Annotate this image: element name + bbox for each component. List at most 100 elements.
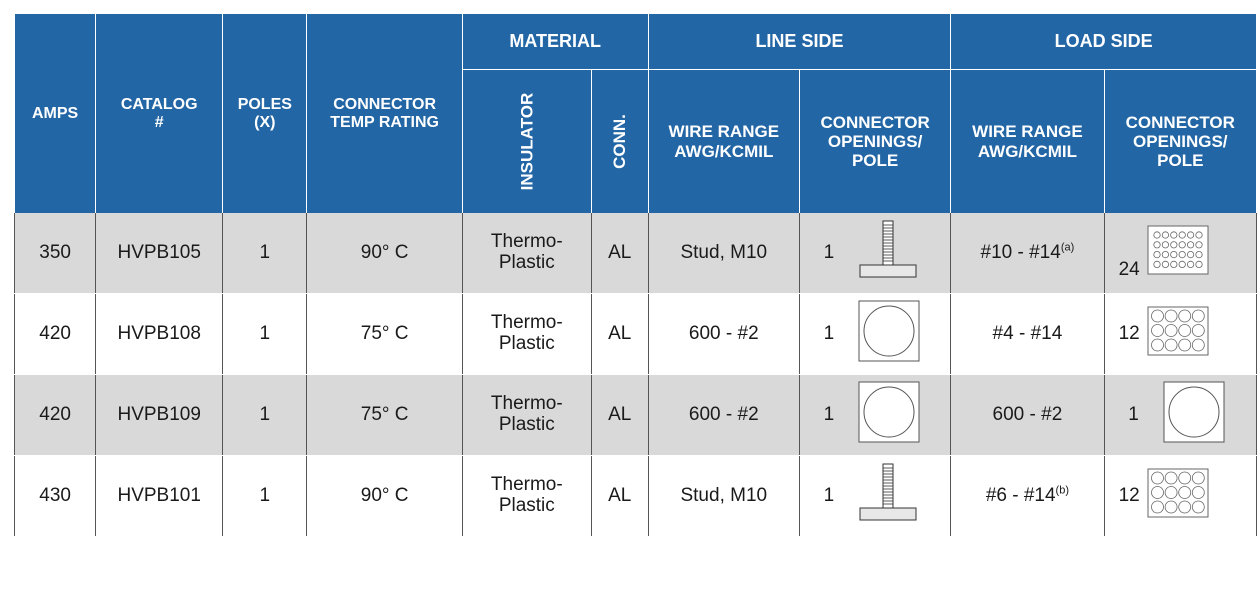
stud-icon (858, 219, 918, 287)
table-row: 420 HVPB108 1 75° C Thermo- Plastic AL 60… (13, 293, 1258, 375)
line-openings-value: 1 (823, 485, 835, 506)
insulator-cell: Thermo- Plastic (461, 293, 592, 375)
poles-cell: 1 (222, 213, 308, 294)
catalog-cell: HVPB101 (95, 455, 224, 537)
insulator-cell: Thermo- Plastic (461, 213, 592, 294)
header-group-material: MATERIAL (461, 14, 649, 70)
header-group-line-side: LINE SIDE (647, 14, 952, 70)
multi-port-12-icon (1147, 468, 1209, 524)
port-opening (1150, 324, 1164, 337)
table-row: 420 HVPB109 1 75° C Thermo- Plastic AL 60… (13, 374, 1258, 456)
header-group-load-side: LOAD SIDE (950, 14, 1257, 70)
header-line-wire-range: WIRE RANGE AWG/kcmil (647, 69, 800, 213)
insulator-cell: Thermo- Plastic (461, 455, 592, 537)
conn-cell: AL (590, 293, 649, 375)
load-openings-cell: 12 (1103, 293, 1258, 375)
port-opening (1150, 500, 1164, 514)
port-opening (1150, 486, 1164, 499)
port-opening (1164, 309, 1178, 323)
load-openings-value: 12 (1118, 323, 1140, 344)
header-load-connector-openings: CONNECTOR OPENINGS/ POLE (1103, 69, 1258, 213)
port-opening (1161, 241, 1169, 249)
poles-cell: 1 (222, 374, 308, 456)
insulator-cell: Thermo- Plastic (461, 374, 592, 456)
header-line-connector-openings: CONNECTOR OPENINGS/ POLE (798, 69, 952, 213)
load-openings-value: 1 (1128, 404, 1139, 425)
load-wire-cell: 600 - #2 (950, 374, 1105, 456)
catalog-cell: HVPB109 (95, 374, 224, 456)
conn-cell: AL (590, 455, 649, 537)
port-opening (1194, 250, 1203, 259)
line-openings-value: 1 (823, 323, 835, 344)
amps-cell: 430 (13, 455, 97, 537)
load-wire-cell: #6 - #14(b) (950, 455, 1105, 537)
header-catalog: CATALOG # (95, 14, 224, 213)
port-opening (1161, 250, 1169, 259)
port-opening (1194, 241, 1203, 249)
port-opening (1177, 324, 1191, 337)
table-row: 430 HVPB101 1 90° C Thermo- Plastic AL St… (13, 455, 1258, 537)
temp-cell: 90° C (306, 213, 463, 294)
port-opening (1169, 250, 1177, 259)
port-opening (1191, 486, 1205, 499)
load-wire-cell: #10 - #14(a) (950, 213, 1105, 294)
load-openings-value: 24 (1118, 259, 1140, 280)
line-openings-cell: 1 (798, 293, 952, 375)
amps-cell: 420 (13, 374, 97, 456)
conn-cell: AL (590, 213, 649, 294)
port-opening (1150, 309, 1164, 323)
port-opening (1191, 324, 1205, 337)
port-opening (1191, 500, 1205, 514)
poles-cell: 1 (222, 293, 308, 375)
header-connector-temp-rating: CONNECTOR TEMP RATING (306, 14, 463, 213)
catalog-cell: HVPB108 (95, 293, 224, 375)
stud-icon (858, 462, 918, 530)
port-opening (1186, 241, 1194, 249)
conn-cell: AL (590, 374, 649, 456)
line-wire-cell: 600 - #2 (647, 374, 800, 456)
port-opening (1152, 260, 1161, 269)
port-opening (1177, 486, 1191, 499)
port-opening (1186, 231, 1194, 239)
header-conn: CONN. (590, 69, 649, 213)
load-openings-cell: 24 (1103, 213, 1258, 294)
port-opening (1164, 338, 1178, 352)
port-opening (1164, 486, 1178, 499)
line-wire-cell: 600 - #2 (647, 293, 800, 375)
port-opening (1152, 250, 1161, 259)
port-opening (1152, 231, 1161, 239)
port-opening (1164, 324, 1178, 337)
port-opening (1150, 471, 1164, 485)
port-opening (1161, 260, 1169, 269)
amps-cell: 420 (13, 293, 97, 375)
header-insulator: INSULATOR (461, 69, 592, 213)
port-opening (1177, 500, 1191, 514)
line-openings-value: 1 (823, 242, 835, 263)
single-port-icon (858, 381, 920, 449)
port-opening (1178, 231, 1186, 239)
port-opening (1191, 338, 1205, 352)
port-opening (1194, 231, 1203, 239)
load-openings-value: 12 (1118, 485, 1140, 506)
single-port-icon (858, 300, 920, 368)
amps-cell: 350 (13, 213, 97, 294)
port-opening (1177, 471, 1191, 485)
connector-spec-table: AMPS CATALOG # POLES (x) CONNECTOR TEMP … (13, 14, 1258, 537)
header-amps: AMPS (13, 14, 97, 213)
poles-cell: 1 (222, 455, 308, 537)
port-opening (1164, 500, 1178, 514)
port-opening (1178, 241, 1186, 249)
multi-port-24-icon (1147, 225, 1209, 281)
port-opening (1186, 260, 1194, 269)
port-opening (1150, 338, 1164, 352)
port-opening (1169, 231, 1177, 239)
header-poles: POLES (x) (222, 14, 308, 213)
multi-port-12-icon (1147, 306, 1209, 362)
temp-cell: 90° C (306, 455, 463, 537)
load-openings-cell: 12 (1103, 455, 1258, 537)
port-opening (1191, 471, 1205, 485)
port-opening (1178, 260, 1186, 269)
port-opening (1177, 309, 1191, 323)
line-wire-cell: Stud, M10 (647, 455, 800, 537)
